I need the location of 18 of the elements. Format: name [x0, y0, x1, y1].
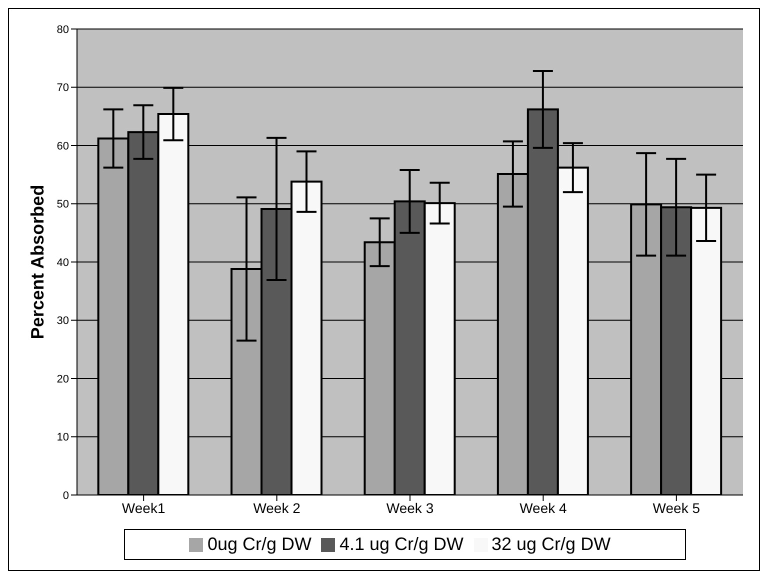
x-tick-label: Week 5	[652, 500, 700, 516]
x-tick-label: Week1	[122, 500, 166, 516]
y-axis-title: Percent Absorbed	[27, 184, 48, 340]
legend-label: 0ug Cr/g DW	[207, 534, 312, 554]
x-tick-label: Week 2	[253, 500, 301, 516]
y-tick-label: 10	[56, 432, 69, 444]
y-tick-label: 40	[56, 256, 69, 269]
y-tick-label: 30	[56, 315, 69, 328]
legend-label: 4.1 ug Cr/g DW	[339, 534, 464, 554]
x-tick-label: Week 3	[386, 500, 434, 516]
legend-label: 32 ug Cr/g DW	[492, 534, 611, 554]
y-tick-label: 60	[56, 140, 69, 152]
x-tick-label: Week 4	[520, 500, 568, 516]
y-tick-label: 0	[62, 490, 69, 502]
y-tick-label: 70	[56, 82, 69, 94]
y-tick-label: 20	[56, 373, 69, 386]
y-tick-label: 50	[56, 198, 69, 211]
y-tick-label: 80	[56, 24, 69, 36]
